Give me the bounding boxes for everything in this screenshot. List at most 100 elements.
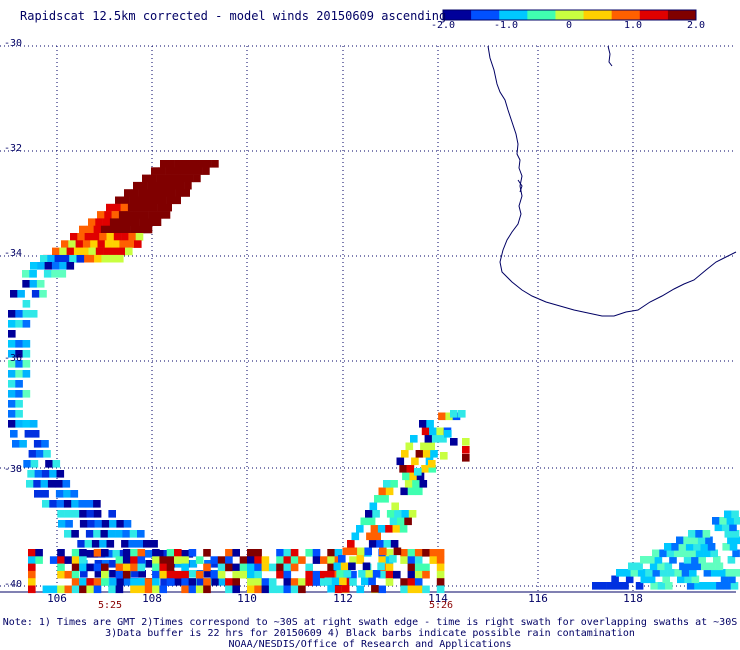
wind-cell <box>276 570 284 579</box>
wind-cell <box>104 211 112 219</box>
wind-cell <box>667 569 675 577</box>
wind-cell <box>401 450 409 458</box>
wind-cell <box>79 549 87 557</box>
wind-cell <box>109 570 117 578</box>
wind-cell <box>108 225 116 234</box>
wind-cell <box>181 160 190 168</box>
wind-cell <box>8 350 16 358</box>
wind-cell <box>649 562 658 571</box>
wind-cell <box>391 502 399 511</box>
wind-cell <box>31 290 40 298</box>
wind-cell <box>393 547 402 556</box>
wind-cell <box>679 562 687 571</box>
wind-cell <box>341 585 350 593</box>
wind-cell <box>657 562 665 571</box>
wind-cell <box>123 520 132 528</box>
wind-cell <box>166 549 175 557</box>
wind-cell <box>254 563 262 572</box>
wind-cell <box>148 211 156 219</box>
wind-cell <box>378 570 386 579</box>
wind-cell <box>160 578 168 586</box>
wind-cell <box>122 549 131 557</box>
wind-cell <box>400 556 408 564</box>
wind-cell <box>356 556 365 564</box>
wind-cell <box>165 167 174 175</box>
wind-cell <box>22 420 31 428</box>
wind-cell <box>290 578 299 586</box>
wind-cell <box>22 350 31 358</box>
wind-cell <box>181 585 189 594</box>
wind-cell <box>218 578 227 586</box>
wind-cell <box>43 450 51 458</box>
wind-cell <box>338 555 346 563</box>
wind-cell <box>195 570 204 579</box>
wind-cell <box>119 240 127 248</box>
wind-cell <box>95 218 103 226</box>
wind-cell <box>462 438 470 446</box>
wind-cell <box>135 203 143 212</box>
wind-cell <box>19 440 27 448</box>
wind-cell <box>91 540 100 548</box>
wind-cell <box>10 290 18 298</box>
wind-cell <box>327 556 335 564</box>
wind-cell <box>393 570 401 579</box>
wind-cell <box>71 510 80 518</box>
wind-cell <box>150 540 158 548</box>
wind-cell <box>158 196 167 205</box>
wind-cell <box>688 549 697 558</box>
wind-cell <box>708 582 717 590</box>
wind-cell <box>720 575 729 584</box>
wind-cell <box>22 360 31 368</box>
wind-cell <box>203 578 211 586</box>
wind-cell <box>79 520 88 528</box>
wind-cell <box>129 530 138 538</box>
wind-cell <box>404 480 413 488</box>
wind-cell <box>35 549 43 557</box>
wind-cell <box>405 442 414 451</box>
wind-cell <box>349 556 357 564</box>
wind-cell <box>109 218 118 226</box>
wind-cell <box>137 549 146 557</box>
wind-cell <box>71 585 80 594</box>
wind-cell <box>195 556 204 564</box>
wind-cell <box>683 536 691 545</box>
colorbar-tick: 2.0 <box>686 20 706 31</box>
wind-cell <box>716 582 724 590</box>
wind-cell <box>360 517 369 526</box>
wind-cell <box>101 520 110 528</box>
wind-cell <box>117 247 126 256</box>
wind-cell <box>115 570 124 579</box>
wind-cell <box>377 562 385 571</box>
wind-cell <box>8 380 16 388</box>
wind-cell <box>175 189 183 197</box>
wind-cell <box>261 563 270 572</box>
wind-cell <box>695 530 703 538</box>
wind-cell <box>406 465 415 473</box>
lat-label: -38 <box>4 464 23 475</box>
wind-cell <box>62 480 71 488</box>
wind-cell <box>145 560 154 568</box>
wind-cell <box>217 563 226 572</box>
wind-cell <box>392 525 401 533</box>
wind-cell <box>727 536 735 545</box>
wind-cell <box>159 570 167 579</box>
wind-cell <box>674 569 682 577</box>
wind-cell <box>152 578 160 586</box>
wind-cell <box>268 585 277 594</box>
wind-cell <box>15 350 23 358</box>
wind-difference-cells <box>8 160 740 594</box>
wind-cell <box>283 578 292 586</box>
wind-cell <box>686 582 695 590</box>
wind-cell <box>84 540 93 548</box>
wind-cell <box>366 532 374 541</box>
wind-cell <box>55 480 63 488</box>
wind-cell <box>64 556 73 564</box>
wind-cell <box>734 536 740 545</box>
wind-cell <box>153 189 161 197</box>
colorbar-frame <box>442 9 697 21</box>
wind-cell <box>112 240 120 248</box>
footnote-line-3: NOAA/NESDIS/Office of Research and Appli… <box>228 639 512 650</box>
wind-cell <box>79 585 87 594</box>
wind-cell <box>187 167 196 175</box>
wind-cell <box>71 578 80 586</box>
